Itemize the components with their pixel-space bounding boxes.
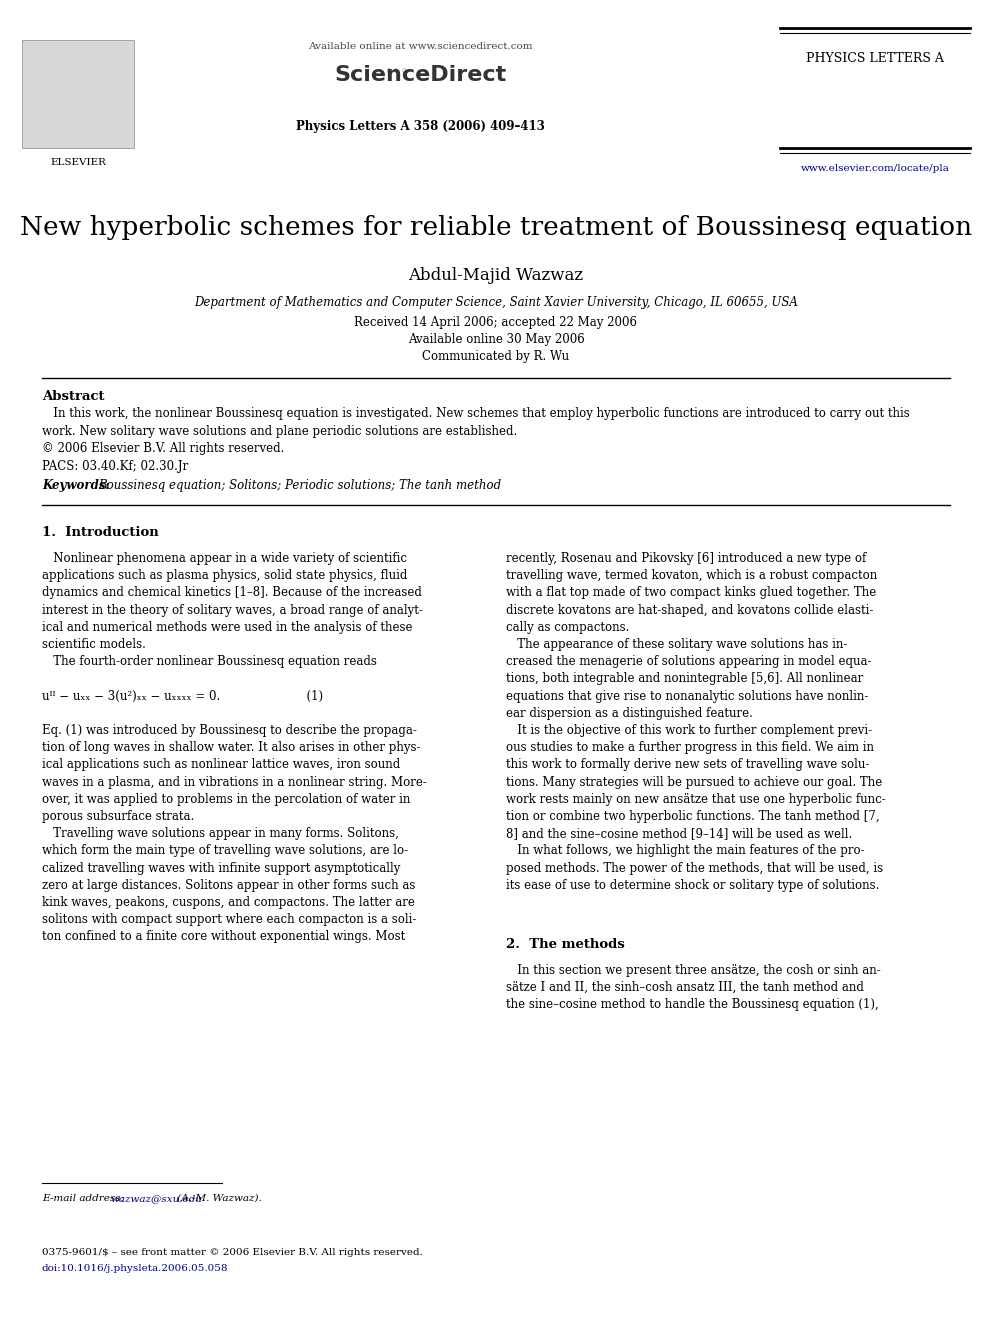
FancyBboxPatch shape: [22, 40, 134, 148]
Text: ◦◦◦: ◦◦◦: [385, 65, 410, 79]
Text: ELSEVIER: ELSEVIER: [50, 157, 106, 167]
Text: Received 14 April 2006; accepted 22 May 2006: Received 14 April 2006; accepted 22 May …: [354, 316, 638, 329]
Text: 0375-9601/$ – see front matter © 2006 Elsevier B.V. All rights reserved.: 0375-9601/$ – see front matter © 2006 El…: [42, 1248, 423, 1257]
Text: recently, Rosenau and Pikovsky [6] introduced a new type of
travelling wave, ter: recently, Rosenau and Pikovsky [6] intro…: [506, 552, 886, 892]
Text: (A.-M. Wazwaz).: (A.-M. Wazwaz).: [174, 1193, 262, 1203]
Text: Communicated by R. Wu: Communicated by R. Wu: [423, 351, 569, 363]
Text: 2.  The methods: 2. The methods: [506, 938, 625, 951]
Text: Abdul-Majid Wazwaz: Abdul-Majid Wazwaz: [409, 267, 583, 284]
Text: Physics Letters A 358 (2006) 409–413: Physics Letters A 358 (2006) 409–413: [296, 120, 545, 134]
Text: Keywords:: Keywords:: [42, 479, 114, 492]
Text: wazwaz@sxu.edu: wazwaz@sxu.edu: [110, 1193, 202, 1203]
Text: In this section we present three ansätze, the cosh or sinh an-
sätze I and II, t: In this section we present three ansätze…: [506, 964, 881, 1011]
Text: PHYSICS LETTERS A: PHYSICS LETTERS A: [806, 52, 944, 65]
Text: Nonlinear phenomena appear in a wide variety of scientific
applications such as : Nonlinear phenomena appear in a wide var…: [42, 552, 427, 943]
Text: Department of Mathematics and Computer Science, Saint Xavier University, Chicago: Department of Mathematics and Computer S…: [194, 296, 798, 310]
Text: New hyperbolic schemes for reliable treatment of Boussinesq equation: New hyperbolic schemes for reliable trea…: [20, 216, 972, 239]
Text: Available online at www.sciencedirect.com: Available online at www.sciencedirect.co…: [308, 42, 533, 52]
Text: E-mail address:: E-mail address:: [42, 1193, 127, 1203]
Text: www.elsevier.com/locate/pla: www.elsevier.com/locate/pla: [801, 164, 949, 173]
Text: 1.  Introduction: 1. Introduction: [42, 527, 159, 538]
Text: PACS: 03.40.Kf; 02.30.Jr: PACS: 03.40.Kf; 02.30.Jr: [42, 460, 188, 474]
Text: Abstract: Abstract: [42, 390, 104, 404]
Text: Available online 30 May 2006: Available online 30 May 2006: [408, 333, 584, 347]
Text: ScienceDirect: ScienceDirect: [334, 65, 506, 85]
Text: Boussinesq equation; Solitons; Periodic solutions; The tanh method: Boussinesq equation; Solitons; Periodic …: [98, 479, 501, 492]
Text: doi:10.1016/j.physleta.2006.05.058: doi:10.1016/j.physleta.2006.05.058: [42, 1263, 228, 1273]
Text: In this work, the nonlinear Boussinesq equation is investigated. New schemes tha: In this work, the nonlinear Boussinesq e…: [42, 407, 910, 455]
